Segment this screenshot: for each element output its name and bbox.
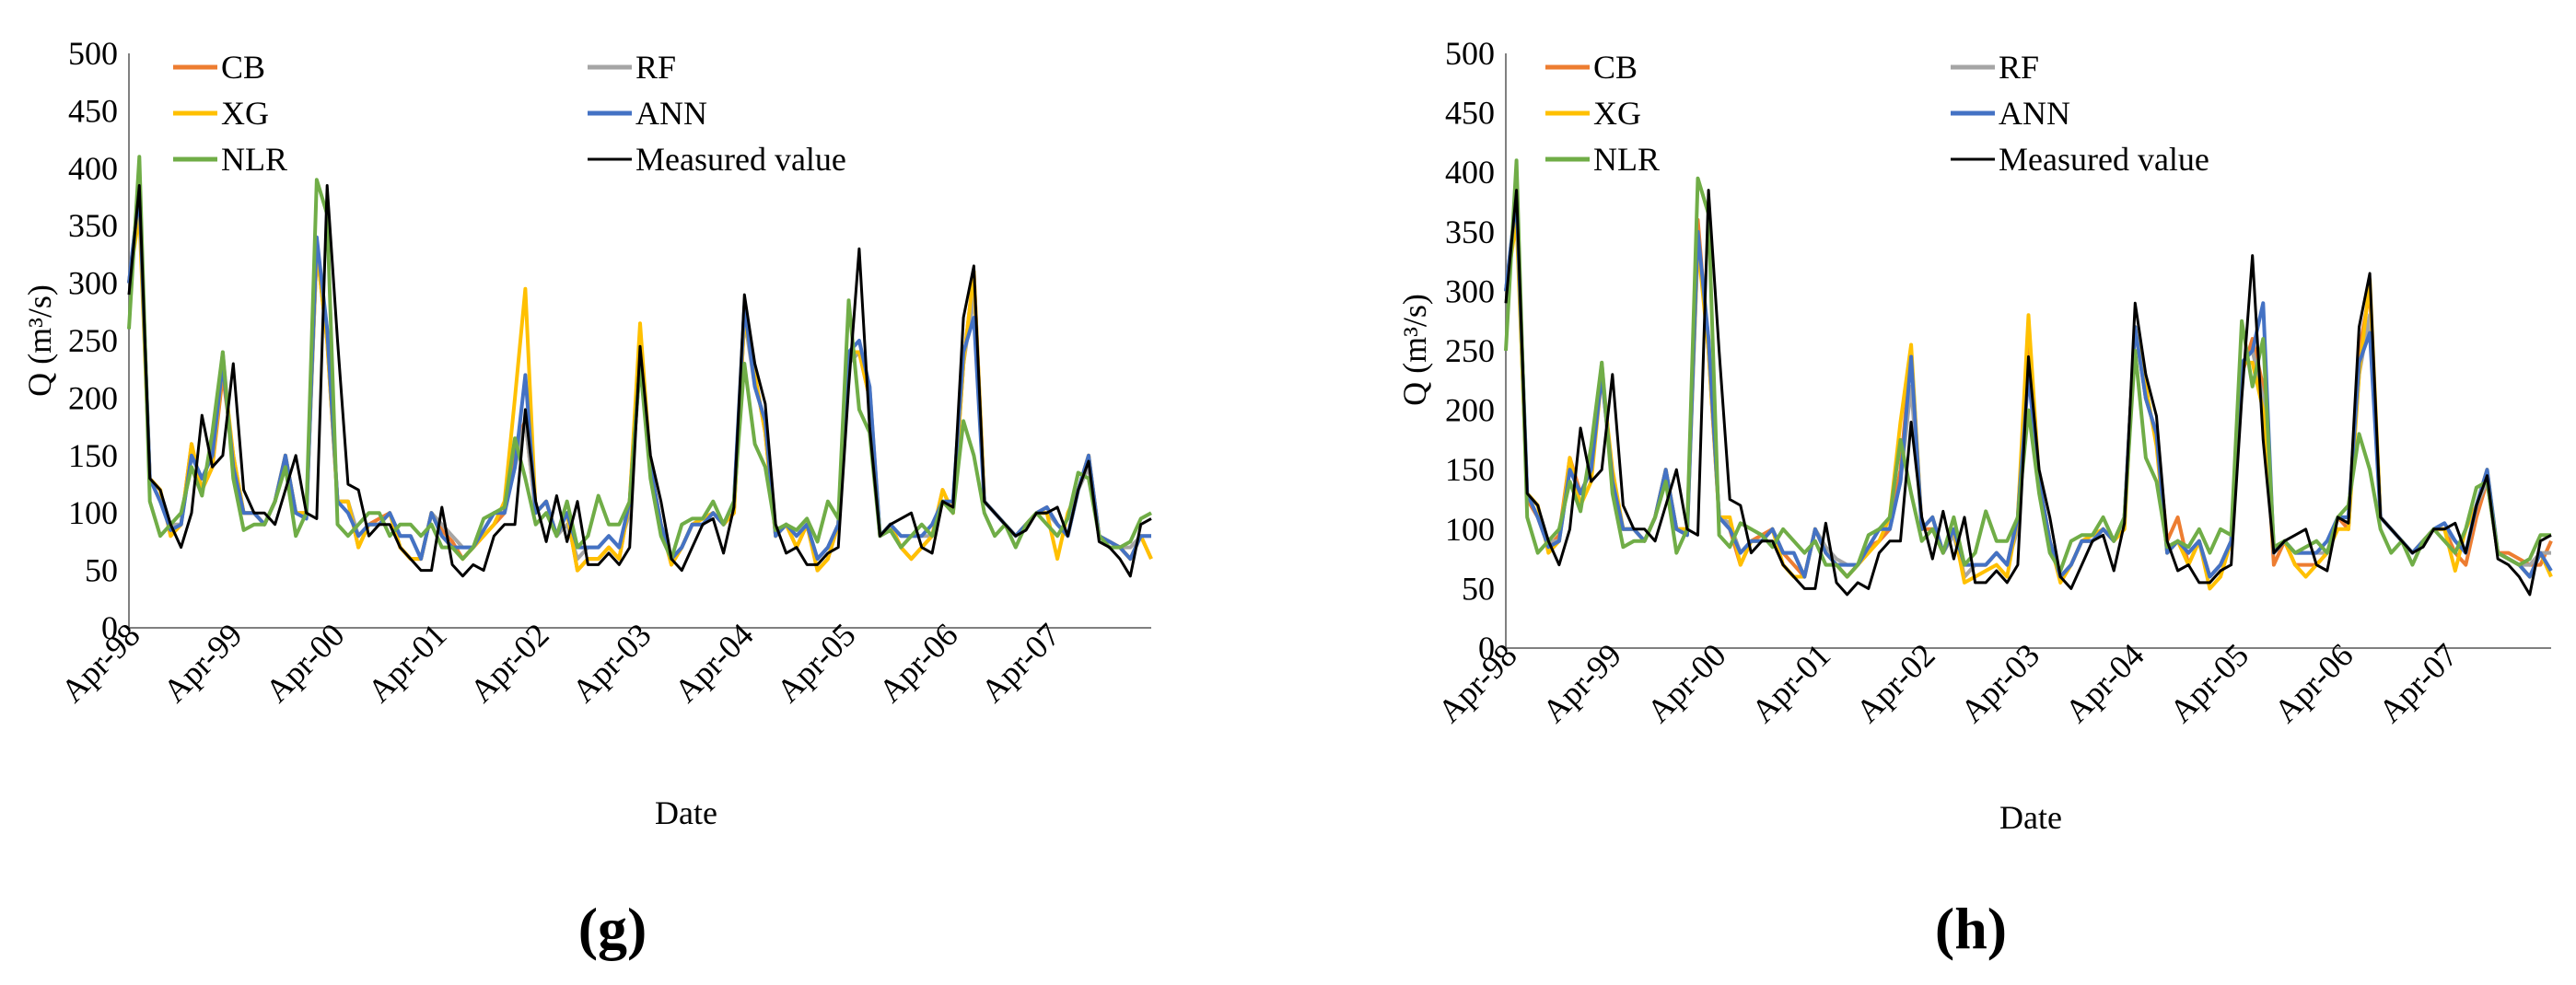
y-tick-label: 500 (1445, 35, 1495, 72)
x-tick-label: Apr-03 (1953, 636, 2046, 729)
x-tick-label: Apr-98 (1430, 636, 1523, 729)
legend-label: RF (1999, 49, 2039, 86)
y-tick-label: 150 (1445, 451, 1495, 488)
x-tick-label: Apr-04 (2057, 636, 2151, 729)
legend-label: CB (221, 49, 265, 86)
y-tick-label: 450 (1445, 95, 1495, 132)
y-axis-label: Q (m³/s) (21, 284, 58, 397)
legend-label: ANN (635, 95, 707, 132)
legend-label: XG (221, 95, 269, 132)
x-tick-label: Apr-99 (156, 616, 249, 709)
x-tick-label: Apr-02 (462, 616, 555, 709)
y-tick-label: 200 (68, 379, 118, 416)
y-tick-label: 150 (68, 437, 118, 474)
x-tick-label: Apr-06 (2267, 636, 2360, 729)
x-axis-label: Date (655, 794, 717, 831)
y-tick-label: 350 (1445, 214, 1495, 250)
y-tick-label: 300 (1445, 272, 1495, 309)
x-tick-label: Apr-03 (565, 616, 658, 709)
x-tick-label: Apr-04 (667, 616, 760, 709)
x-tick-label: Apr-05 (769, 616, 862, 709)
y-tick-label: 450 (68, 92, 118, 129)
legend-label: RF (635, 49, 676, 86)
legend-label: NLR (1593, 141, 1660, 178)
y-tick-label: 500 (68, 35, 118, 72)
y-tick-label: 0 (1478, 630, 1495, 666)
legend-label: ANN (1999, 95, 2070, 132)
legend-label: Measured value (635, 141, 846, 178)
y-tick-label: 400 (1445, 154, 1495, 191)
legend-label: Measured value (1999, 141, 2209, 178)
x-tick-label: Apr-06 (871, 616, 964, 709)
x-tick-label: Apr-01 (360, 616, 453, 709)
y-tick-label: 100 (68, 494, 118, 531)
panel-label-g: (g) (578, 896, 647, 961)
y-axis-label: Q (m³/s) (1396, 294, 1433, 406)
x-tick-label: Apr-07 (973, 616, 1067, 709)
y-tick-label: 250 (1445, 332, 1495, 369)
x-tick-label: Apr-05 (2162, 636, 2255, 729)
legend-label: XG (1593, 95, 1641, 132)
y-tick-label: 50 (85, 552, 118, 589)
panel-label-h: (h) (1935, 896, 2007, 961)
x-axis-label: Date (1999, 799, 2062, 836)
x-tick-label: Apr-00 (1639, 636, 1732, 729)
y-tick-label: 0 (101, 609, 118, 646)
x-tick-label: Apr-01 (1744, 636, 1837, 729)
series-line-measured-value (127, 184, 1152, 578)
legend-label: CB (1593, 49, 1638, 86)
x-tick-label: Apr-99 (1535, 636, 1628, 729)
y-tick-label: 300 (68, 265, 118, 302)
legend-label: NLR (221, 141, 287, 178)
series-line-nlr (1504, 158, 2551, 579)
y-tick-label: 250 (68, 322, 118, 359)
y-tick-label: 200 (1445, 392, 1495, 429)
x-tick-label: Apr-00 (258, 616, 351, 709)
x-tick-label: Apr-98 (53, 616, 146, 709)
y-tick-label: 50 (1462, 570, 1495, 607)
y-tick-label: 400 (68, 150, 118, 187)
x-tick-label: Apr-07 (2372, 636, 2465, 729)
y-tick-label: 350 (68, 207, 118, 244)
x-tick-label: Apr-02 (1848, 636, 1941, 729)
y-tick-label: 100 (1445, 511, 1495, 548)
series-line-measured-value (1504, 189, 2552, 597)
